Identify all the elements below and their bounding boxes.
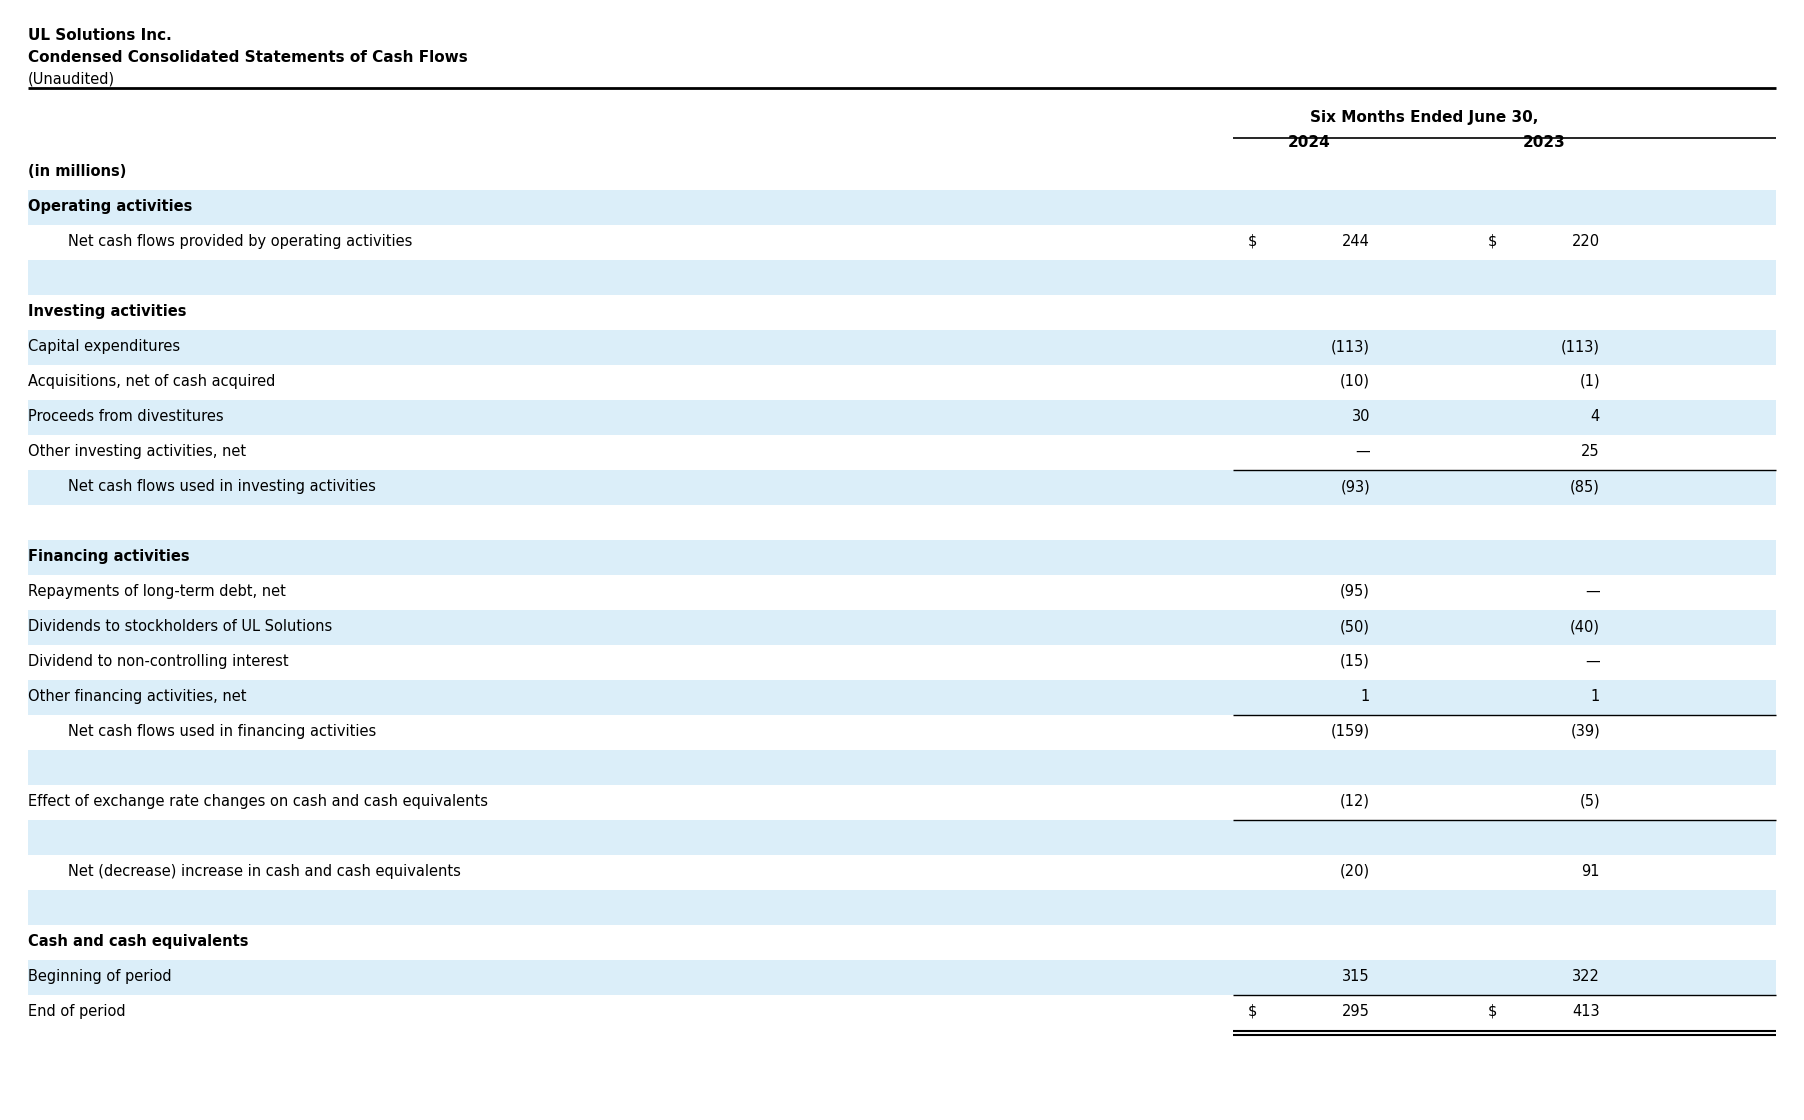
Bar xyxy=(29,680,1775,715)
Text: 1: 1 xyxy=(1360,689,1369,704)
Text: Financing activities: Financing activities xyxy=(29,549,189,564)
Text: (1): (1) xyxy=(1578,374,1600,389)
Text: (15): (15) xyxy=(1340,654,1369,669)
Text: —: — xyxy=(1355,444,1369,459)
Text: Net cash flows used in investing activities: Net cash flows used in investing activit… xyxy=(69,479,375,494)
Text: $: $ xyxy=(1488,234,1497,249)
Text: 91: 91 xyxy=(1582,864,1600,879)
Text: (12): (12) xyxy=(1340,794,1369,809)
Text: 413: 413 xyxy=(1573,1004,1600,1019)
Text: 220: 220 xyxy=(1571,234,1600,249)
Text: (39): (39) xyxy=(1569,724,1600,739)
Text: (20): (20) xyxy=(1340,864,1369,879)
Text: 244: 244 xyxy=(1342,234,1369,249)
Bar xyxy=(29,190,1775,225)
Bar xyxy=(29,890,1775,925)
Bar xyxy=(29,960,1775,995)
Text: (40): (40) xyxy=(1569,619,1600,634)
Text: Dividend to non-controlling interest: Dividend to non-controlling interest xyxy=(29,654,289,669)
Bar xyxy=(29,330,1775,365)
Text: 322: 322 xyxy=(1571,969,1600,984)
Text: 2023: 2023 xyxy=(1523,136,1566,150)
Text: 1: 1 xyxy=(1591,689,1600,704)
Text: End of period: End of period xyxy=(29,1004,126,1019)
Text: Effect of exchange rate changes on cash and cash equivalents: Effect of exchange rate changes on cash … xyxy=(29,794,489,809)
Text: (113): (113) xyxy=(1560,339,1600,354)
Text: $: $ xyxy=(1248,1004,1257,1019)
Bar xyxy=(29,750,1775,785)
Bar xyxy=(29,540,1775,575)
Text: —: — xyxy=(1586,654,1600,669)
Text: 30: 30 xyxy=(1351,409,1369,424)
Text: (159): (159) xyxy=(1331,724,1369,739)
Text: (85): (85) xyxy=(1569,479,1600,494)
Text: (93): (93) xyxy=(1340,479,1369,494)
Text: Cash and cash equivalents: Cash and cash equivalents xyxy=(29,934,249,949)
Text: Net cash flows provided by operating activities: Net cash flows provided by operating act… xyxy=(69,234,413,249)
Text: $: $ xyxy=(1488,1004,1497,1019)
Text: $: $ xyxy=(1248,234,1257,249)
Text: Investing activities: Investing activities xyxy=(29,304,186,319)
Bar xyxy=(29,470,1775,505)
Text: Dividends to stockholders of UL Solutions: Dividends to stockholders of UL Solution… xyxy=(29,619,332,634)
Text: (10): (10) xyxy=(1340,374,1369,389)
Text: Repayments of long-term debt, net: Repayments of long-term debt, net xyxy=(29,584,285,599)
Text: Proceeds from divestitures: Proceeds from divestitures xyxy=(29,409,224,424)
Bar xyxy=(29,820,1775,855)
Text: Six Months Ended June 30,: Six Months Ended June 30, xyxy=(1310,110,1539,125)
Text: Capital expenditures: Capital expenditures xyxy=(29,339,180,354)
Bar xyxy=(29,610,1775,645)
Text: Net (decrease) increase in cash and cash equivalents: Net (decrease) increase in cash and cash… xyxy=(69,864,460,879)
Text: (50): (50) xyxy=(1340,619,1369,634)
Text: 25: 25 xyxy=(1582,444,1600,459)
Bar xyxy=(29,400,1775,435)
Text: Condensed Consolidated Statements of Cash Flows: Condensed Consolidated Statements of Cas… xyxy=(29,50,467,65)
Text: (in millions): (in millions) xyxy=(29,164,126,179)
Text: Beginning of period: Beginning of period xyxy=(29,969,171,984)
Text: Other investing activities, net: Other investing activities, net xyxy=(29,444,245,459)
Text: 2024: 2024 xyxy=(1288,136,1330,150)
Text: (113): (113) xyxy=(1331,339,1369,354)
Text: UL Solutions Inc.: UL Solutions Inc. xyxy=(29,28,171,43)
Text: (95): (95) xyxy=(1340,584,1369,599)
Text: 295: 295 xyxy=(1342,1004,1369,1019)
Text: (5): (5) xyxy=(1578,794,1600,809)
Text: 4: 4 xyxy=(1591,409,1600,424)
Text: Other financing activities, net: Other financing activities, net xyxy=(29,689,247,704)
Text: Acquisitions, net of cash acquired: Acquisitions, net of cash acquired xyxy=(29,374,276,389)
Text: (Unaudited): (Unaudited) xyxy=(29,71,115,86)
Text: —: — xyxy=(1586,584,1600,599)
Bar xyxy=(29,260,1775,295)
Text: Net cash flows used in financing activities: Net cash flows used in financing activit… xyxy=(69,724,377,739)
Text: 315: 315 xyxy=(1342,969,1369,984)
Text: Operating activities: Operating activities xyxy=(29,199,193,214)
